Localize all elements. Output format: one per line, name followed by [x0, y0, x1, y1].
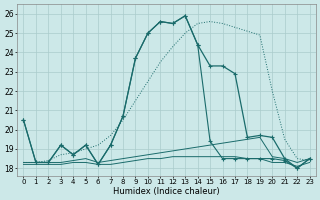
X-axis label: Humidex (Indice chaleur): Humidex (Indice chaleur) — [113, 187, 220, 196]
